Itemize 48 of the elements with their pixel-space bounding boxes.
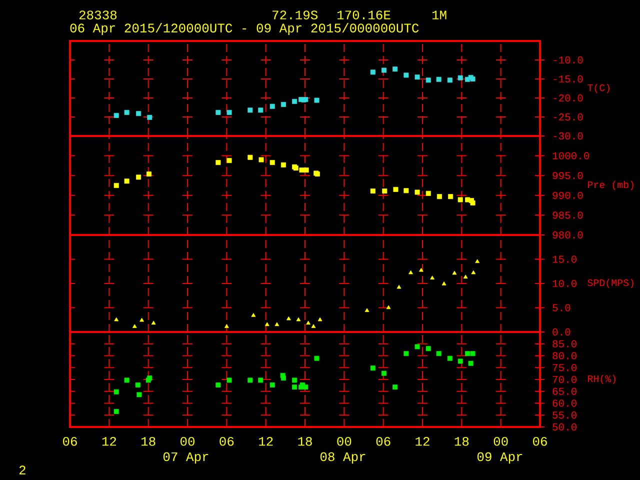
chart-title: 28338 — [79, 10, 117, 20]
y-tick-label: 980.0 — [552, 231, 583, 239]
y-tick-label: 10.0 — [552, 280, 576, 288]
x-tick-label: 12 — [416, 436, 430, 446]
x-tick-label: 18 — [298, 436, 312, 446]
y-tick-label: 990.0 — [552, 192, 583, 199]
y-tick-label: -10.0 — [554, 56, 583, 64]
x-tick-label: 06 — [533, 436, 547, 446]
y-tick-label: 985.0 — [552, 212, 583, 219]
text: 170.16E — [337, 10, 390, 20]
y-tick-label: -25.0 — [554, 113, 583, 121]
text: 08 Apr — [320, 452, 366, 464]
y-tick-label: -20.0 — [554, 94, 583, 102]
x-tick-label: 06 — [63, 436, 77, 446]
x-tick-label: 06 — [220, 436, 234, 446]
x-tick-label: 00 — [494, 436, 508, 446]
x-tick-label: 06 — [376, 436, 390, 446]
text: 1M — [432, 10, 446, 20]
chart-subtitle: 06 Apr 2015/120000UTC - 09 Apr 2015/000000UTC — [70, 22, 419, 36]
y-tick-label: 85.0 — [552, 340, 576, 348]
text: 07 Apr — [163, 452, 208, 464]
y-tick-label: 15.0 — [552, 256, 576, 263]
y-tick-label: 60.0 — [552, 400, 576, 407]
x-tick-label: 12 — [102, 436, 116, 446]
y-tick-label: -30.0 — [554, 132, 583, 140]
y-tick-label: -15.0 — [554, 75, 583, 83]
text: 2 — [19, 466, 26, 474]
x-tick-label: 18 — [142, 436, 156, 446]
y-tick-label: 75.0 — [552, 364, 576, 372]
y-tick-label: 65.0 — [552, 388, 576, 395]
x-tick-label: 12 — [259, 436, 273, 446]
x-tick-label: 00 — [180, 436, 194, 446]
x-tick-label: 00 — [337, 436, 352, 446]
y-tick-label: 55.0 — [552, 412, 576, 419]
y-axis-title: SPD(MPS) — [588, 278, 634, 288]
y-axis-title: Pre (mb) — [588, 180, 634, 190]
y-tick-label: 80.0 — [552, 352, 576, 360]
y-tick-label: 70.0 — [552, 376, 576, 384]
y-tick-label: 0.0 — [552, 328, 570, 336]
y-axis-title: T(C) — [588, 84, 610, 94]
text: 72.19S — [272, 10, 318, 20]
y-tick-label: 50.0 — [552, 423, 576, 431]
y-tick-label: 995.0 — [552, 172, 583, 180]
y-tick-label: 5.0 — [552, 304, 570, 312]
x-tick-label: 18 — [454, 436, 469, 446]
y-tick-label: 1000.0 — [552, 152, 590, 160]
y-axis-title: RH(%) — [588, 374, 616, 384]
text: 09 Apr — [477, 452, 522, 464]
